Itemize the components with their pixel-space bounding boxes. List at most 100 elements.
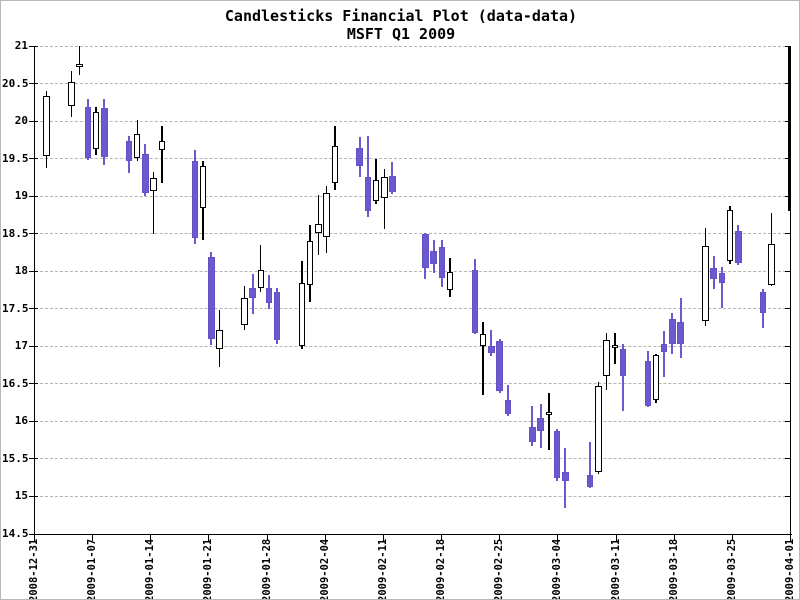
y-axis-tick-label: 18.5	[2, 226, 29, 240]
x-axis-tick-label: 2009-03-18	[667, 538, 680, 600]
candle-2009-02-19-down	[438, 247, 446, 278]
candle-2009-01-27-down	[249, 287, 256, 299]
y-tick-mark-right	[784, 533, 790, 535]
candle-2009-03-25-down	[718, 273, 726, 284]
candle-2009-02-17-down	[422, 234, 429, 269]
candle-2009-01-28-up	[257, 269, 264, 288]
x-tick-mark	[615, 534, 617, 541]
x-axis-tick-label: 2009-02-04	[318, 538, 331, 600]
candle-2009-02-20-up	[446, 271, 454, 290]
candle-2009-02-06-up	[331, 145, 339, 183]
y-tick-mark-right	[784, 83, 790, 85]
candle-2009-01-02-up	[43, 96, 50, 157]
gridline	[34, 233, 791, 235]
candle-2009-03-31-up	[768, 244, 775, 285]
candle-2009-02-03-up	[306, 241, 314, 285]
candle-2009-02-12-up	[381, 177, 388, 198]
y-axis-tick-label: 19	[14, 189, 28, 203]
candle-wick	[260, 244, 262, 292]
y-tick-mark-right	[784, 420, 790, 422]
x-tick-mark	[673, 534, 675, 541]
candle-2009-01-20-down	[191, 160, 199, 239]
chart-subtitle: MSFT Q1 2009	[346, 25, 456, 43]
candle-2009-02-24-up	[479, 334, 487, 347]
y-axis-tick-label: 21	[14, 39, 28, 52]
candle-wick	[490, 329, 493, 357]
candle-2009-01-26-up	[241, 298, 248, 325]
gridline	[34, 45, 791, 47]
x-tick-mark	[382, 534, 384, 541]
candle-wick	[78, 46, 81, 76]
y-tick-mark-right	[784, 233, 790, 235]
candle-2009-01-14-down	[142, 154, 149, 194]
y-tick-mark-right	[784, 270, 790, 272]
candle-2009-03-10-up	[595, 386, 602, 472]
y-tick-mark-right	[784, 195, 790, 197]
candle-2009-01-05-up	[68, 82, 75, 107]
gridline	[34, 383, 791, 385]
candle-wick	[153, 172, 155, 234]
gridline	[34, 270, 791, 272]
x-tick-mark	[731, 534, 733, 541]
candle-2009-03-16-down	[644, 361, 651, 406]
candle-2009-03-03-down	[537, 418, 544, 432]
candle-2009-03-04-up	[545, 412, 553, 416]
y-tick-mark	[29, 120, 38, 122]
candle-2009-03-13-down	[619, 349, 627, 377]
candle-2009-04-01-clipped	[788, 46, 791, 212]
candle-wick	[589, 441, 592, 489]
candle-2009-03-09-down	[586, 474, 594, 487]
gridline	[34, 195, 791, 197]
y-axis-tick-label: 20.5	[2, 76, 29, 90]
y-tick-mark-right	[784, 458, 790, 460]
candle-2009-01-30-down	[273, 291, 281, 341]
gridline	[34, 420, 791, 422]
x-axis-tick-label: 2009-01-28	[260, 538, 273, 600]
candle-wick	[161, 126, 163, 183]
gridline	[34, 120, 791, 122]
x-axis-tick-label: 2009-02-18	[435, 538, 448, 600]
candle-2009-03-02-down	[529, 426, 536, 442]
y-axis-tick-label: 17	[14, 339, 28, 353]
y-tick-mark-right	[784, 345, 790, 347]
gridline	[34, 308, 791, 310]
x-axis-tick-label: 2009-03-04	[551, 538, 564, 600]
y-tick-mark	[29, 233, 38, 235]
x-tick-mark	[34, 534, 35, 541]
candle-2009-03-12-up	[611, 344, 619, 348]
candle-wick	[366, 136, 369, 218]
y-axis-tick-label: 17.5	[2, 301, 29, 315]
x-tick-mark	[790, 534, 791, 541]
candle-wick	[482, 321, 484, 396]
gridline	[34, 158, 791, 160]
y-tick-mark-right	[784, 158, 790, 160]
x-axis-tick-label: 2009-02-11	[376, 538, 389, 600]
right-border-line	[789, 46, 791, 535]
y-tick-mark	[29, 458, 38, 460]
candle-2009-01-21-up	[199, 166, 207, 209]
candle-2009-02-05-up	[323, 193, 330, 238]
candle-2009-01-13-up	[133, 133, 141, 158]
y-tick-mark	[29, 45, 38, 47]
y-axis-tick-label: 16	[14, 414, 28, 428]
candle-2009-02-13-down	[389, 175, 396, 192]
x-tick-mark	[266, 534, 268, 541]
y-tick-mark-right	[784, 45, 790, 47]
x-axis-tick-label: 2009-03-25	[725, 538, 738, 600]
x-tick-mark	[324, 534, 326, 541]
x-axis-tick-label: 2009-01-14	[144, 538, 157, 600]
y-tick-mark	[29, 345, 38, 347]
candle-2009-01-15-up	[150, 178, 157, 191]
candle-2009-03-18-down	[660, 344, 668, 353]
y-axis-tick-label: 19.5	[2, 151, 29, 165]
candle-2009-02-10-down	[364, 177, 372, 212]
x-axis-tick-label: 2009-02-25	[493, 538, 506, 600]
x-axis-tick-label: 2009-01-21	[202, 538, 215, 600]
x-axis-tick-label: 2009-04-01	[784, 538, 796, 600]
y-tick-mark-right	[784, 383, 790, 385]
y-axis-tick-label: 14.5	[2, 527, 29, 540]
x-axis-tick-label: 2008-12-31	[28, 538, 40, 600]
y-tick-mark	[29, 195, 38, 197]
candle-wick	[614, 332, 616, 365]
